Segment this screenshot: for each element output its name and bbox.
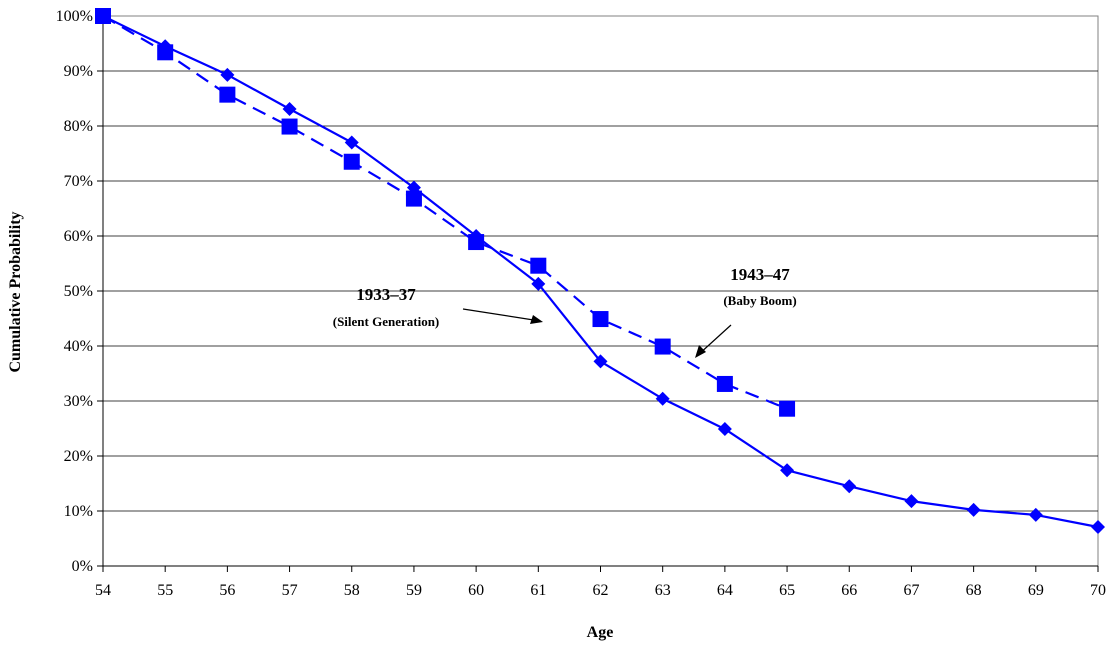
y-tick-label: 0% xyxy=(72,558,93,575)
data-point-square xyxy=(779,400,796,417)
x-axis-ticks: 54 55 56 57 58 59 60 61 62 63 64 65 66 67 68 69 70 xyxy=(95,566,1106,599)
x-tick-label: 70 xyxy=(1090,582,1106,599)
x-tick-label: 68 xyxy=(966,582,982,599)
data-point-square xyxy=(281,118,298,135)
x-tick-label: 61 xyxy=(530,582,546,599)
data-point-diamond xyxy=(780,463,795,478)
data-point-square xyxy=(405,190,422,207)
y-tick-label: 30% xyxy=(64,393,93,410)
y-axis-ticks: 0% 10% 20% 30% 40% 50% 60% 70% 80% 90% 100% xyxy=(56,8,103,575)
y-tick-label: 40% xyxy=(64,338,93,355)
annotation-boom-arrow xyxy=(695,324,732,358)
x-tick-label: 55 xyxy=(157,582,173,599)
y-tick-label: 90% xyxy=(64,63,93,80)
data-point-diamond xyxy=(966,502,981,517)
data-point-diamond xyxy=(1028,507,1043,522)
x-tick-label: 69 xyxy=(1028,582,1044,599)
data-point-diamond xyxy=(655,391,670,406)
x-tick-label: 65 xyxy=(779,582,795,599)
y-tick-label: 100% xyxy=(56,8,93,25)
x-tick-label: 66 xyxy=(841,582,857,599)
data-point-diamond xyxy=(717,422,732,437)
annotation-silent-title: 1933–37 xyxy=(356,285,416,304)
data-point-square xyxy=(530,257,547,274)
annotation-silent-subtitle: (Silent Generation) xyxy=(333,314,440,329)
data-point-diamond xyxy=(1091,519,1105,534)
x-tick-label: 59 xyxy=(406,582,422,599)
series-1 xyxy=(95,8,796,417)
data-point-square xyxy=(343,153,360,170)
data-point-diamond xyxy=(842,479,857,494)
gridlines xyxy=(103,70,1098,512)
y-tick-label: 80% xyxy=(64,118,93,135)
data-point-diamond xyxy=(344,135,359,150)
y-tick-label: 70% xyxy=(64,173,93,190)
data-point-diamond xyxy=(904,494,919,509)
y-axis-title: Cumulative Probability xyxy=(7,211,24,372)
y-tick-label: 50% xyxy=(64,283,93,300)
data-point-diamond xyxy=(282,101,297,116)
series-line-1 xyxy=(102,15,788,410)
annotation-silent-arrow xyxy=(462,308,543,324)
x-tick-label: 60 xyxy=(468,582,484,599)
annotation-boom-title: 1943–47 xyxy=(730,265,790,284)
y-tick-label: 10% xyxy=(64,503,93,520)
x-tick-label: 57 xyxy=(282,582,298,599)
data-point-square xyxy=(468,234,485,251)
x-axis-title: Age xyxy=(587,624,614,641)
x-tick-label: 64 xyxy=(717,582,733,599)
data-point-square xyxy=(219,86,236,103)
data-point-diamond xyxy=(593,354,608,369)
data-point-square xyxy=(157,44,174,61)
x-tick-label: 58 xyxy=(344,582,360,599)
data-point-diamond xyxy=(220,67,235,82)
data-point-square xyxy=(95,8,111,24)
data-point-square xyxy=(592,311,609,328)
x-tick-label: 63 xyxy=(655,582,671,599)
x-tick-label: 54 xyxy=(95,582,111,599)
data-point-square xyxy=(716,375,733,392)
y-tick-label: 60% xyxy=(64,228,93,245)
data-point-diamond xyxy=(531,276,546,291)
data-series xyxy=(95,8,1105,534)
data-point-square xyxy=(654,338,671,355)
y-tick-label: 20% xyxy=(64,448,93,465)
x-tick-label: 67 xyxy=(903,582,919,599)
x-tick-label: 56 xyxy=(219,582,235,599)
x-tick-label: 62 xyxy=(593,582,609,599)
annotation-boom-subtitle: (Baby Boom) xyxy=(723,293,796,308)
